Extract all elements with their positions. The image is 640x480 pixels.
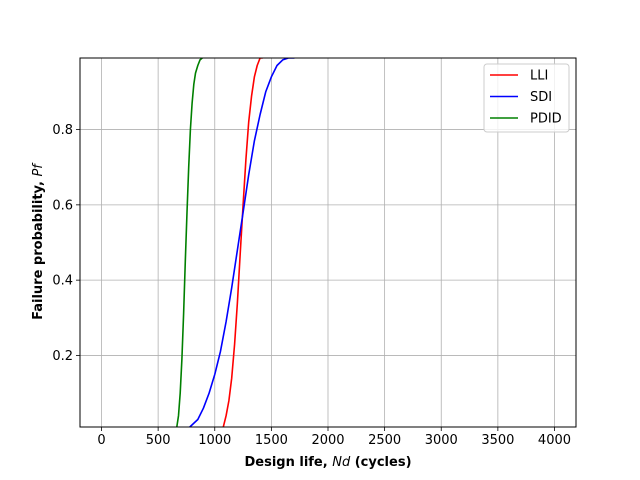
y-tick-label: 0.8 — [52, 123, 73, 138]
x-tick-label: 3000 — [425, 433, 458, 448]
legend: LLI SDI PDID — [483, 63, 570, 133]
x-axis-label: Design life, Nd (cycles) — [244, 455, 411, 470]
x-tick-label: 2500 — [368, 433, 401, 448]
legend-box — [483, 63, 570, 133]
x-tick-label: 3500 — [481, 433, 514, 448]
legend-label-lli: LLI — [530, 69, 548, 84]
y-axis-label-symbol: Pf — [31, 162, 46, 177]
y-tick-label: 0.6 — [52, 198, 73, 213]
x-tick-label: 1500 — [255, 433, 288, 448]
legend-label-pdid: PDID — [530, 112, 562, 127]
legend-label-sdi: SDI — [530, 90, 552, 105]
series-line-pdid — [176, 58, 204, 427]
series-lines — [176, 58, 295, 427]
series-line-sdi — [189, 58, 295, 427]
y-tick-label: 0.2 — [52, 349, 73, 364]
y-tick-label: 0.4 — [52, 274, 73, 289]
series-line-lli — [222, 58, 264, 427]
x-tick-label: 2000 — [311, 433, 344, 448]
y-axis-label: Failure probability, Pf — [31, 162, 46, 320]
axis-ticks: 0 500 1000 1500 2000 2500 3000 3500 4000 0.2 0.4 0.… — [52, 123, 571, 448]
x-axis-label-symbol: Nd — [332, 455, 351, 470]
x-tick-label: 0 — [97, 433, 105, 448]
x-tick-label: 4000 — [538, 433, 571, 448]
x-tick-label: 1000 — [198, 433, 231, 448]
x-tick-label: 500 — [146, 433, 171, 448]
